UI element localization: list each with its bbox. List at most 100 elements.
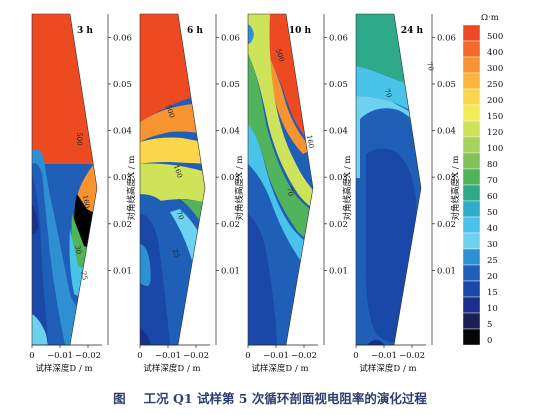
- colorbar: Ω·m5004003002502001501201008070605040302…: [462, 13, 503, 346]
- heatmap-region-300: [140, 103, 205, 144]
- colorbar-label: 25: [487, 256, 498, 266]
- colorbar-label: 30: [487, 240, 498, 250]
- y-tick-label: 0.02: [437, 220, 456, 230]
- panel-3: 10 h500160700.060.050.040.030.020.01对角线高…: [245, 13, 353, 374]
- colorbar-label: 50: [487, 208, 498, 218]
- y-tick-label: 0.05: [437, 80, 456, 90]
- contour-label: 70: [383, 88, 394, 99]
- panel-outline: [247, 13, 314, 346]
- colorbar-swatch-70: [462, 168, 481, 186]
- colorbar-label: 70: [487, 176, 498, 186]
- colorbar-label: 80: [487, 160, 498, 170]
- panel-title: 10 h: [289, 26, 312, 36]
- colorbar-unit: Ω·m: [481, 13, 499, 23]
- contour-label: 70: [425, 61, 435, 72]
- colorbar-label: 10: [487, 304, 498, 314]
- heatmap-region-300: [268, 54, 313, 154]
- contour-label: 25: [171, 248, 181, 259]
- y-axis-label: 对角线高度X / m: [342, 156, 353, 221]
- figure-number: 图: [113, 391, 126, 406]
- x-tick-label: −0.01: [371, 351, 397, 361]
- heatmap-region-150: [428, 154, 451, 244]
- heatmap-region-10: [140, 329, 150, 345]
- figure-caption: 图 工况 Q1 试样第 5 次循环剖面视电阻率的演化过程: [0, 388, 540, 407]
- colorbar-swatch-400: [462, 40, 481, 58]
- heatmap-region-200: [140, 137, 205, 164]
- colorbar-label: 5: [487, 320, 492, 330]
- colorbar-swatch-15: [462, 280, 481, 298]
- y-tick-label: 0.01: [113, 266, 132, 276]
- heatmap-region-10: [368, 340, 384, 345]
- figure-caption-text: 工况 Q1 试样第 5 次循环剖面视电阻率的演化过程: [143, 391, 427, 406]
- colorbar-swatch-500: [462, 24, 481, 42]
- heatmap-region-30: [32, 314, 48, 345]
- y-axis-label: 对角线高度X / m: [126, 156, 137, 221]
- x-tick-label: 0: [137, 351, 142, 361]
- contour-label: 160: [172, 164, 184, 179]
- y-tick-label: 0.02: [113, 220, 132, 230]
- panel-4: 24 h 70 70 0.06 0.05 0.04 0.03 0.02 0.01 对角线高度X /…: [353, 13, 461, 374]
- colorbar-swatch-5: [462, 312, 481, 330]
- y-tick-label: 0.04: [113, 127, 132, 137]
- colorbar-label: 40: [487, 224, 498, 234]
- y-axis-label: 对角线高度X / m: [450, 156, 461, 221]
- y-tick-label: 0.04: [437, 127, 456, 137]
- colorbar-swatch-300: [462, 56, 481, 74]
- contour-label: 25: [79, 271, 88, 281]
- x-axis-label: 试样深度D / m: [359, 363, 416, 374]
- y-tick-label: 0.01: [329, 266, 348, 276]
- x-tick-label: −0.02: [75, 351, 101, 361]
- heatmap-region-25: [248, 24, 254, 44]
- x-tick-label: −0.02: [291, 351, 317, 361]
- heatmap-region-70: [248, 54, 313, 269]
- x-axis-label: 试样深度D / m: [35, 363, 92, 374]
- heatmap-region-25: [140, 244, 151, 286]
- y-tick-label: 0.03: [437, 173, 456, 183]
- heatmap-region-10: [32, 204, 38, 235]
- heatmap-region-15: [140, 214, 171, 345]
- heatmap-region-15: [248, 214, 277, 345]
- y-tick-label: 0.03: [329, 173, 348, 183]
- contour-label: 70: [175, 210, 185, 221]
- x-tick-label: 0: [29, 351, 34, 361]
- colorbar-swatch-30: [462, 232, 481, 250]
- heatmap-region-120: [140, 163, 205, 214]
- y-tick-label: 0.04: [221, 127, 240, 137]
- colorbar-label: 250: [487, 80, 503, 90]
- y-tick-label: 0.06: [221, 33, 240, 43]
- x-tick-label: 0: [353, 351, 358, 361]
- heatmap-region-500: [32, 14, 97, 164]
- contour-label: 160: [81, 194, 91, 209]
- heatmap-region-120: [248, 14, 313, 234]
- colorbar-swatch-60: [462, 184, 481, 202]
- colorbar-swatch-20: [462, 264, 481, 282]
- x-tick-label: −0.02: [399, 351, 425, 361]
- x-tick-label: 0: [245, 351, 250, 361]
- heatmap-region-15: [366, 148, 417, 344]
- colorbar-swatch-250: [462, 72, 481, 90]
- colorbar-label: 100: [487, 144, 503, 154]
- contour-label: 160: [305, 134, 315, 149]
- y-tick-label: 0.06: [113, 33, 132, 43]
- contour-label: 70: [285, 187, 294, 197]
- y-tick-label: 0.04: [329, 127, 348, 137]
- figure: 3 h50016030250.060.050.040.030.020.01对角线…: [29, 13, 503, 374]
- colorbar-swatch-120: [462, 120, 481, 138]
- colorbar-label: 500: [487, 32, 503, 42]
- y-tick-label: 0.02: [221, 220, 240, 230]
- contour-label: 500: [75, 132, 83, 145]
- x-axis-label: 试样深度D / m: [251, 363, 308, 374]
- panel-outline: [31, 13, 98, 346]
- y-tick-label: 0.05: [329, 80, 348, 90]
- colorbar-label: 300: [487, 64, 503, 74]
- x-axis-label: 试样深度D / m: [143, 363, 200, 374]
- y-tick-label: 0.01: [437, 266, 456, 276]
- colorbar-swatch-10: [462, 296, 481, 314]
- colorbar-swatch-0: [462, 328, 481, 346]
- y-tick-label: 0.02: [329, 220, 348, 230]
- colorbar-swatch-200: [462, 88, 481, 106]
- y-tick-label: 0.05: [113, 80, 132, 90]
- colorbar-label: 0: [487, 336, 492, 346]
- panel-2: 6 h50016070250.060.050.040.030.020.01对角线…: [137, 13, 245, 374]
- panel-outline: [139, 13, 206, 346]
